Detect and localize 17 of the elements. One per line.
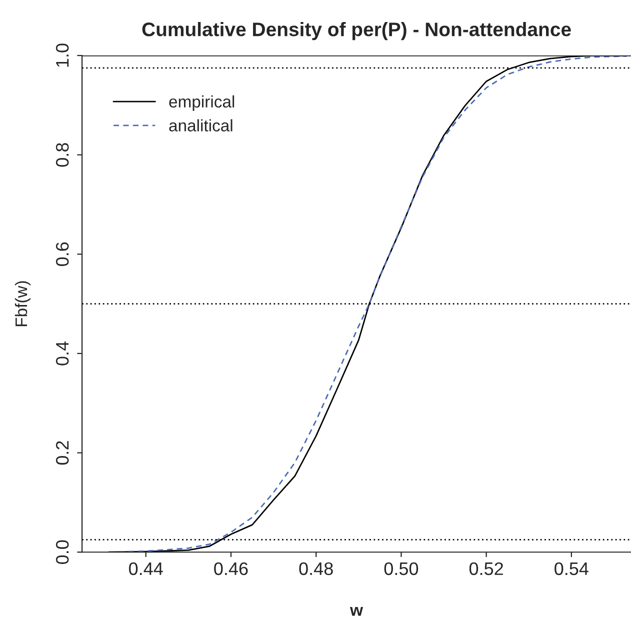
x-tick-label: 0.46: [214, 562, 248, 576]
legend-label: analitical: [169, 119, 232, 132]
x-tick-label: 0.52: [469, 562, 503, 576]
x-tick-label: 0.48: [299, 562, 333, 576]
y-axis-title: Fbf(w): [14, 281, 30, 326]
legend-label: empirical: [169, 95, 234, 111]
y-tick-label: 0.6: [56, 242, 69, 266]
y-tick-label: 0.2: [56, 441, 69, 465]
x-tick-label: 0.54: [554, 562, 588, 576]
chart-title: Cumulative Density of per(P) - Non-attendance: [142, 22, 571, 40]
x-tick-label: 0.44: [129, 562, 163, 576]
y-tick-label: 1.0: [56, 44, 69, 67]
x-axis-title: w: [350, 606, 364, 616]
y-tick-label: 0.0: [56, 540, 69, 564]
y-tick-label: 0.8: [56, 143, 69, 167]
x-tick-label: 0.50: [384, 562, 418, 576]
y-tick-label: 0.4: [56, 341, 69, 366]
